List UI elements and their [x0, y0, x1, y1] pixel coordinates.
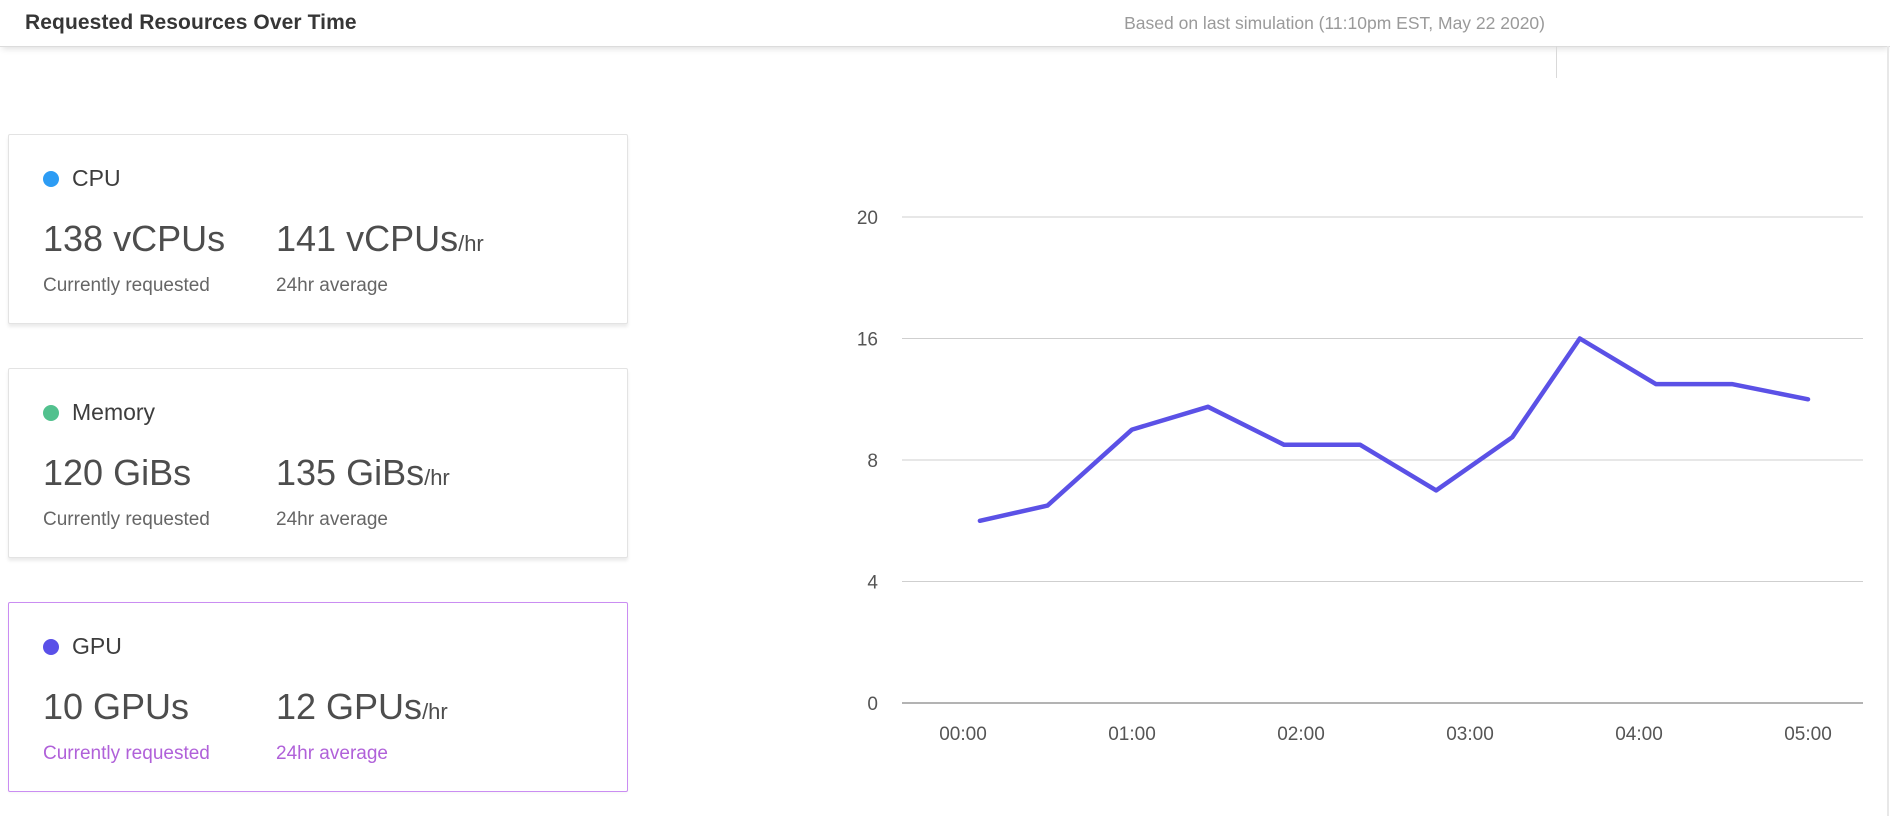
average-number: 12 GPUs: [276, 686, 423, 727]
average-label: 24hr average: [276, 742, 388, 764]
y-tick-label: 8: [867, 451, 878, 472]
pane-divider: [1556, 46, 1557, 78]
chart-line-gpu[interactable]: [977, 336, 1811, 524]
y-tick-label: 20: [857, 208, 878, 229]
current-column: 138 vCPUs Currently requested: [43, 218, 276, 297]
x-tick-label: 05:00: [1784, 724, 1832, 745]
card-values: 10 GPUs Currently requested 12 GPUs/hr 2…: [43, 686, 593, 765]
average-column: 135 GiBs/hr 24hr average: [276, 452, 509, 531]
page-title: Requested Resources Over Time: [25, 11, 357, 34]
current-value: 138 vCPUs: [43, 218, 226, 259]
x-tick-label: 03:00: [1446, 724, 1494, 745]
x-tick-label: 04:00: [1615, 724, 1663, 745]
card-values: 138 vCPUs Currently requested 141 vCPUs/…: [43, 218, 593, 297]
average-number: 135 GiBs: [276, 452, 425, 493]
average-value: 12 GPUs/hr: [276, 686, 509, 727]
card-title: Memory: [72, 399, 156, 425]
current-label: Currently requested: [43, 508, 210, 530]
y-tick-label: 16: [857, 330, 878, 351]
memory-series-dot-icon: [43, 404, 59, 421]
average-label: 24hr average: [276, 508, 388, 530]
scrollbar-track[interactable]: [1887, 46, 1889, 816]
current-column: 120 GiBs Currently requested: [43, 452, 276, 531]
per-hour-suffix: /hr: [424, 465, 450, 490]
card-memory[interactable]: Memory 120 GiBs Currently requested 135 …: [8, 368, 628, 558]
per-hour-suffix: /hr: [458, 231, 484, 256]
card-title: GPU: [72, 633, 122, 659]
current-column: 10 GPUs Currently requested: [43, 686, 276, 765]
header: Requested Resources Over Time Based on l…: [0, 0, 1890, 47]
x-tick-label: 00:00: [939, 724, 987, 745]
average-column: 141 vCPUs/hr 24hr average: [276, 218, 509, 297]
y-tick-label: 0: [867, 694, 878, 715]
card-title-row: GPU: [43, 633, 593, 660]
average-value: 141 vCPUs/hr: [276, 218, 509, 259]
per-hour-suffix: /hr: [422, 699, 448, 724]
gpu-series-dot-icon: [43, 638, 59, 655]
card-values: 120 GiBs Currently requested 135 GiBs/hr…: [43, 452, 593, 531]
current-label: Currently requested: [43, 274, 210, 296]
average-label: 24hr average: [276, 274, 388, 296]
card-gpu[interactable]: GPU 10 GPUs Currently requested 12 GPUs/…: [8, 602, 628, 792]
current-label: Currently requested: [43, 742, 210, 764]
average-number: 141 vCPUs: [276, 218, 459, 259]
current-value: 120 GiBs: [43, 452, 192, 493]
card-cpu[interactable]: CPU 138 vCPUs Currently requested 141 vC…: [8, 134, 628, 324]
simulation-timestamp: Based on last simulation (11:10pm EST, M…: [1124, 13, 1545, 33]
chart-area[interactable]: 20 16 8 4 0 00:00 01:00 02:00 03:00 04:00 05:00: [830, 46, 1890, 816]
x-tick-label: 02:00: [1277, 724, 1325, 745]
x-tick-label: 01:00: [1108, 724, 1156, 745]
card-title: CPU: [72, 165, 121, 191]
current-value: 10 GPUs: [43, 686, 190, 727]
cpu-series-dot-icon: [43, 170, 59, 187]
card-title-row: Memory: [43, 399, 593, 426]
card-title-row: CPU: [43, 165, 593, 192]
y-tick-label: 4: [867, 573, 878, 594]
resources-line-chart[interactable]: 20 16 8 4 0 00:00 01:00 02:00 03:00 04:00 05:00: [830, 46, 1890, 816]
average-column: 12 GPUs/hr 24hr average: [276, 686, 509, 765]
average-value: 135 GiBs/hr: [276, 452, 509, 493]
